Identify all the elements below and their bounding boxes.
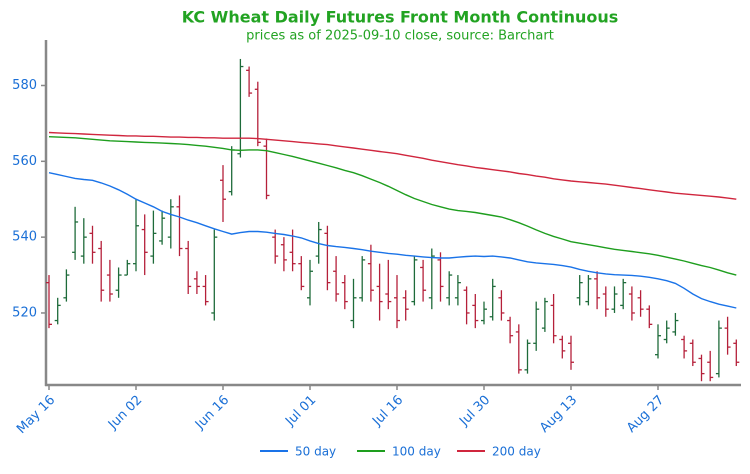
x-tick-label: Jul 01 [282, 393, 319, 430]
y-tick-label: 520 [12, 305, 37, 320]
x-tick-label: Aug 13 [537, 393, 580, 436]
chart-subtitle: prices as of 2025-09-10 close, source: B… [246, 29, 554, 44]
x-tick-label: May 16 [14, 393, 58, 437]
legend-label: 50 day [295, 445, 336, 459]
moving-average-line [48, 172, 737, 309]
x-tick-label: Jun 16 [192, 393, 232, 433]
x-tick-label: Jun 02 [105, 393, 145, 433]
legend-label: 100 day [392, 445, 441, 459]
y-tick-label: 560 [12, 154, 37, 169]
chart-title: KC Wheat Daily Futures Front Month Conti… [182, 8, 619, 27]
x-tick-label: Jul 16 [369, 393, 406, 430]
y-tick-label: 540 [12, 230, 37, 245]
x-tick-label: Jul 30 [456, 393, 493, 430]
moving-average-line [48, 136, 737, 276]
x-tick-label: Aug 27 [624, 393, 667, 436]
legend-label: 200 day [492, 445, 541, 459]
moving-average-line [48, 131, 737, 200]
y-tick-label: 580 [12, 78, 37, 93]
